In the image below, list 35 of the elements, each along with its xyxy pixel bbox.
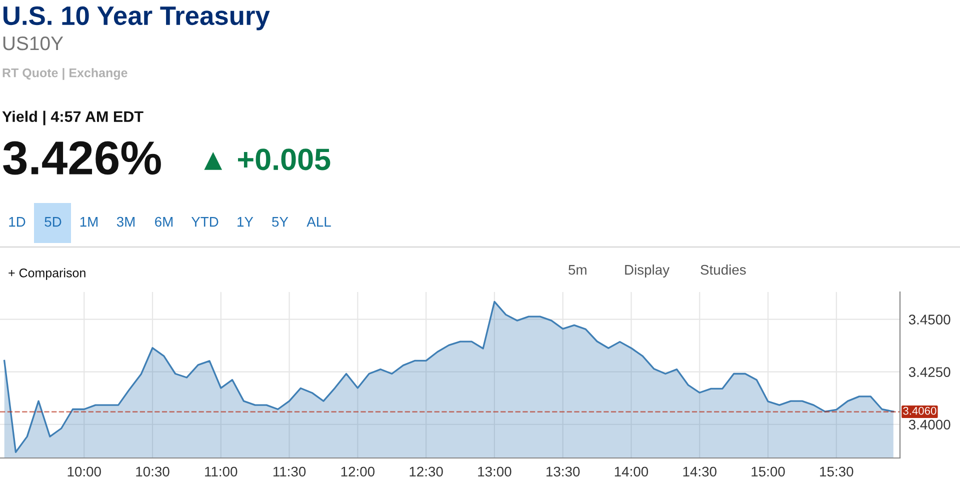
- text: 5D: [44, 217, 62, 227]
- chart-title: U.S. 10 Year Treasury: [4, 6, 270, 30]
- x-tick-label: 12:00: [341, 466, 375, 477]
- x-tick-label: 14:30: [683, 466, 716, 477]
- x-tick-label: 11:30: [273, 466, 306, 477]
- text: 3.426%: [3, 141, 161, 175]
- y-tick-label: 3.4000: [908, 420, 950, 430]
- text: + Comparison: [8, 268, 86, 280]
- x-tick-label: 13:30: [546, 466, 580, 477]
- ref-line-label: 3.4060: [903, 406, 936, 415]
- text: Studies: [700, 264, 746, 275]
- x-tick-label: 15:30: [820, 466, 854, 477]
- y-tick-label: 3.4500: [908, 314, 950, 324]
- text: Display: [625, 264, 670, 278]
- x-tick-label: 15:00: [752, 466, 785, 477]
- text: YTD: [191, 217, 218, 227]
- x-tick-label: 10:00: [68, 466, 101, 477]
- x-tick-label: 14:00: [614, 466, 648, 477]
- y-tick-label: 3.4250: [908, 367, 950, 378]
- text: 6M: [155, 216, 173, 227]
- text: RT Quote | Exchange: [2, 68, 128, 80]
- text: 5Y: [272, 217, 288, 227]
- text: 3M: [116, 216, 135, 227]
- x-tick-label: 13:00: [478, 466, 512, 477]
- text: ▲ +0.005: [204, 148, 330, 170]
- x-tick-label: 12:30: [410, 466, 443, 477]
- text: 1M: [80, 217, 98, 227]
- text: 5m: [568, 265, 586, 275]
- text: 1Y: [238, 217, 254, 227]
- x-tick-label: 11:00: [205, 466, 238, 477]
- text: 1D: [9, 217, 26, 227]
- text: Yield | 4:57 AM EDT: [2, 110, 144, 126]
- chart-subtitle: US10Y: [3, 36, 64, 50]
- text: ALL: [306, 217, 331, 227]
- x-tick-label: 10:30: [136, 466, 170, 477]
